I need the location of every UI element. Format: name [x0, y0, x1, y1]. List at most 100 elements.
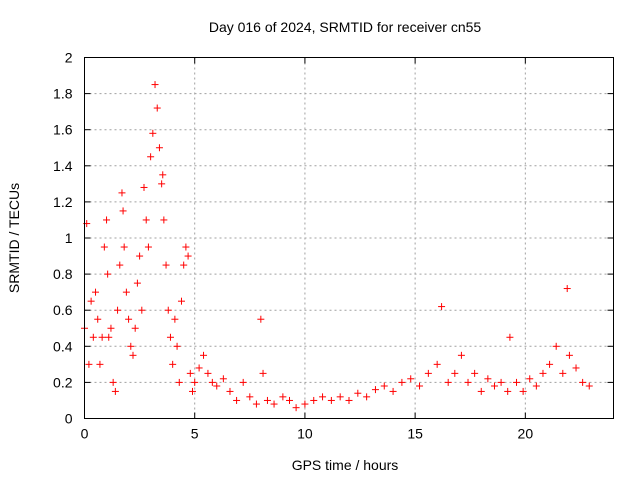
data-point: [526, 375, 534, 383]
data-point: [195, 364, 203, 372]
chart-title: Day 016 of 2024, SRMTID for receiver cn5…: [209, 19, 482, 35]
data-point: [471, 369, 479, 377]
data-point: [484, 375, 492, 383]
data-point: [87, 297, 95, 305]
data-point: [233, 396, 241, 404]
y-tick-label: 0.6: [53, 302, 73, 318]
data-point: [451, 369, 459, 377]
data-point: [546, 360, 554, 368]
data-point: [279, 393, 287, 401]
data-point: [354, 389, 362, 397]
data-point: [424, 369, 432, 377]
data-point: [186, 369, 194, 377]
data-point: [490, 382, 498, 390]
data-point: [433, 360, 441, 368]
data-point: [438, 303, 446, 311]
data-point: [155, 144, 163, 152]
data-point: [464, 378, 472, 386]
data-point: [398, 378, 406, 386]
data-point: [285, 396, 293, 404]
data-point: [539, 369, 547, 377]
plot-frame: [84, 57, 614, 419]
data-point: [104, 270, 112, 278]
data-point: [116, 261, 124, 269]
data-point: [319, 393, 327, 401]
data-point: [96, 360, 104, 368]
data-point: [345, 396, 353, 404]
y-tick-label: 1.6: [53, 122, 73, 138]
data-point: [173, 342, 181, 350]
data-point: [504, 387, 512, 395]
data-point: [226, 387, 234, 395]
data-point: [565, 351, 573, 359]
data-point: [136, 252, 144, 260]
data-point: [164, 306, 172, 314]
y-tick-label: 1.8: [53, 86, 73, 102]
y-tick-label: 0.2: [53, 374, 73, 390]
data-point: [246, 393, 254, 401]
data-point: [147, 153, 155, 161]
data-point: [109, 378, 117, 386]
y-tick-label: 0.4: [53, 338, 73, 354]
data-point: [213, 382, 221, 390]
data-point: [125, 315, 133, 323]
data-point: [133, 279, 141, 287]
ticks-layer: 0 5 10 15 20 0 0.2 0.4 0.6 0.8 1 1.2 1.4 1.6 1.8 2: [53, 50, 614, 442]
data-point: [151, 81, 159, 89]
data-point: [457, 351, 465, 359]
data-point: [407, 375, 415, 383]
data-point: [336, 393, 344, 401]
data-point: [169, 360, 177, 368]
data-point: [180, 261, 188, 269]
data-point: [131, 324, 139, 332]
data-point: [118, 189, 126, 197]
data-point: [252, 400, 260, 408]
data-point: [585, 382, 593, 390]
data-point: [327, 396, 335, 404]
data-point: [263, 396, 271, 404]
data-point: [239, 378, 247, 386]
x-axis-label: GPS time / hours: [292, 457, 399, 473]
data-point: [259, 369, 267, 377]
data-point: [107, 324, 115, 332]
data-point: [140, 183, 148, 191]
data-point: [175, 378, 183, 386]
data-point: [92, 288, 100, 296]
data-point: [119, 207, 127, 215]
data-point: [160, 216, 168, 224]
data-point: [89, 333, 97, 341]
data-point: [477, 387, 485, 395]
y-tick-label: 1.2: [53, 194, 73, 210]
x-tick-label: 15: [407, 426, 423, 442]
data-point: [416, 382, 424, 390]
data-point: [105, 333, 113, 341]
data-point: [513, 378, 521, 386]
data-point: [497, 378, 505, 386]
data-point: [292, 404, 300, 412]
data-point: [204, 369, 212, 377]
y-tick-label: 1: [65, 230, 73, 246]
y-tick-label: 0: [65, 411, 73, 427]
data-point: [122, 288, 130, 296]
data-point: [380, 382, 388, 390]
y-tick-label: 0.8: [53, 266, 73, 282]
data-point: [200, 351, 208, 359]
data-point: [138, 306, 146, 314]
data-point: [389, 387, 397, 395]
x-tick-label: 20: [518, 426, 534, 442]
data-point: [572, 364, 580, 372]
data-point: [219, 375, 227, 383]
data-point: [94, 315, 102, 323]
data-point: [519, 387, 527, 395]
grid-layer: [84, 57, 614, 419]
data-point: [184, 252, 192, 260]
data-point: [257, 315, 265, 323]
data-point: [129, 351, 137, 359]
data-point: [371, 386, 379, 394]
data-point: [208, 378, 216, 386]
data-point: [563, 285, 571, 293]
data-point: [270, 400, 278, 408]
data-point: [114, 306, 122, 314]
data-point: [100, 243, 108, 251]
data-point: [171, 315, 179, 323]
